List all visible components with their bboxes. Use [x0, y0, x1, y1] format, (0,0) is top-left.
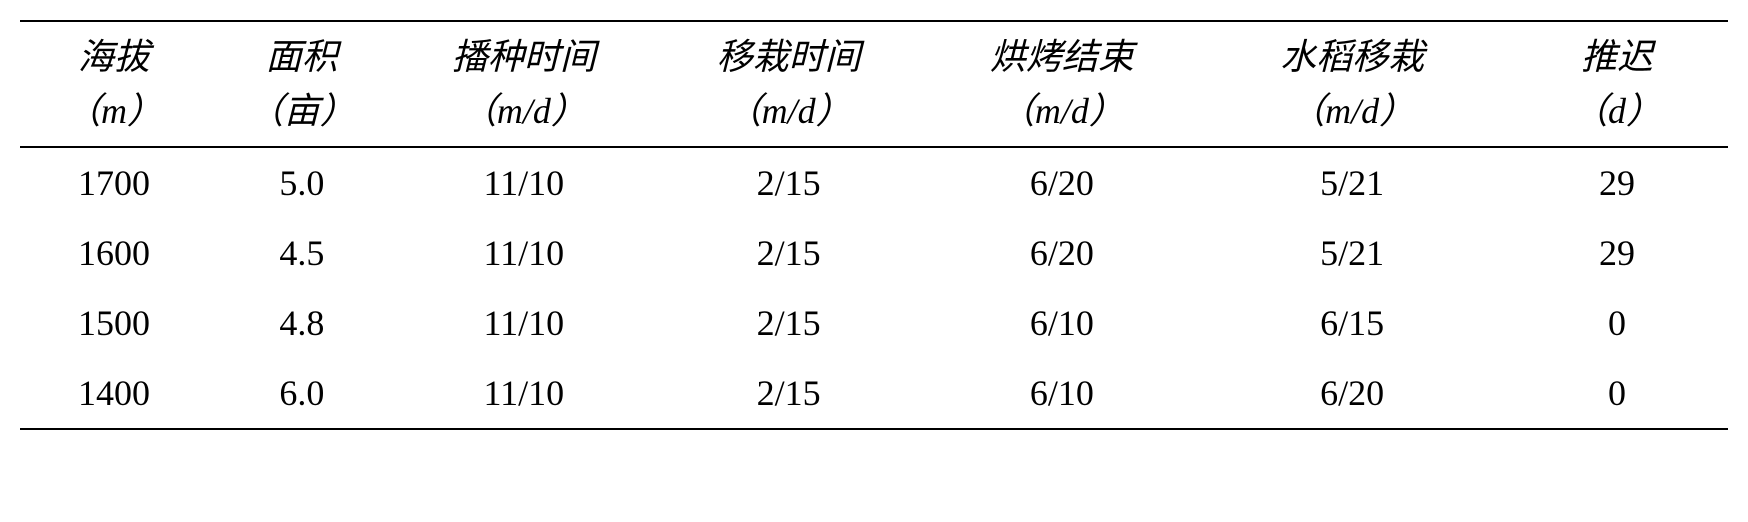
cell-delay: 0: [1506, 358, 1728, 429]
cell-altitude: 1600: [20, 218, 208, 288]
cell-rice-transplant: 5/21: [1198, 147, 1505, 218]
col-header-delay: 推迟 （d）: [1506, 21, 1728, 147]
cell-baking-end: 6/10: [925, 288, 1198, 358]
cell-rice-transplant: 6/20: [1198, 358, 1505, 429]
cell-delay: 29: [1506, 147, 1728, 218]
col-header-area: 面积 （亩）: [208, 21, 396, 147]
col-header-altitude: 海拔 （m）: [20, 21, 208, 147]
col-unit: （d）: [1522, 84, 1712, 138]
cell-sowing-time: 11/10: [396, 218, 652, 288]
col-label: 水稻移栽: [1214, 30, 1489, 84]
cell-transplant-time: 2/15: [652, 147, 925, 218]
cell-transplant-time: 2/15: [652, 288, 925, 358]
cell-transplant-time: 2/15: [652, 218, 925, 288]
cell-sowing-time: 11/10: [396, 147, 652, 218]
col-header-baking-end: 烘烤结束 （m/d）: [925, 21, 1198, 147]
col-label: 推迟: [1522, 30, 1712, 84]
col-unit: （m/d）: [668, 84, 909, 138]
cell-transplant-time: 2/15: [652, 358, 925, 429]
cell-rice-transplant: 6/15: [1198, 288, 1505, 358]
cell-area: 4.8: [208, 288, 396, 358]
col-header-transplant-time: 移栽时间 （m/d）: [652, 21, 925, 147]
cell-altitude: 1700: [20, 147, 208, 218]
cell-sowing-time: 11/10: [396, 288, 652, 358]
cell-baking-end: 6/20: [925, 147, 1198, 218]
table-row: 1500 4.8 11/10 2/15 6/10 6/15 0: [20, 288, 1728, 358]
cell-area: 5.0: [208, 147, 396, 218]
col-unit: （亩）: [224, 84, 380, 138]
cell-baking-end: 6/10: [925, 358, 1198, 429]
table-body: 1700 5.0 11/10 2/15 6/20 5/21 29 1600 4.…: [20, 147, 1728, 429]
cell-delay: 0: [1506, 288, 1728, 358]
data-table: 海拔 （m） 面积 （亩） 播种时间 （m/d） 移栽时间 （m/d） 烘烤结束…: [20, 20, 1728, 430]
table-row: 1400 6.0 11/10 2/15 6/10 6/20 0: [20, 358, 1728, 429]
col-unit: （m/d）: [941, 84, 1182, 138]
col-header-rice-transplant: 水稻移栽 （m/d）: [1198, 21, 1505, 147]
cell-rice-transplant: 5/21: [1198, 218, 1505, 288]
col-label: 海拔: [36, 30, 192, 84]
col-label: 烘烤结束: [941, 30, 1182, 84]
col-unit: （m/d）: [1214, 84, 1489, 138]
col-unit: （m）: [36, 84, 192, 138]
cell-area: 6.0: [208, 358, 396, 429]
table-row: 1600 4.5 11/10 2/15 6/20 5/21 29: [20, 218, 1728, 288]
col-unit: （m/d）: [412, 84, 636, 138]
cell-altitude: 1400: [20, 358, 208, 429]
table-header-row: 海拔 （m） 面积 （亩） 播种时间 （m/d） 移栽时间 （m/d） 烘烤结束…: [20, 21, 1728, 147]
cell-sowing-time: 11/10: [396, 358, 652, 429]
cell-baking-end: 6/20: [925, 218, 1198, 288]
cell-area: 4.5: [208, 218, 396, 288]
col-header-sowing-time: 播种时间 （m/d）: [396, 21, 652, 147]
table-row: 1700 5.0 11/10 2/15 6/20 5/21 29: [20, 147, 1728, 218]
cell-altitude: 1500: [20, 288, 208, 358]
col-label: 播种时间: [412, 30, 636, 84]
cell-delay: 29: [1506, 218, 1728, 288]
col-label: 面积: [224, 30, 380, 84]
col-label: 移栽时间: [668, 30, 909, 84]
